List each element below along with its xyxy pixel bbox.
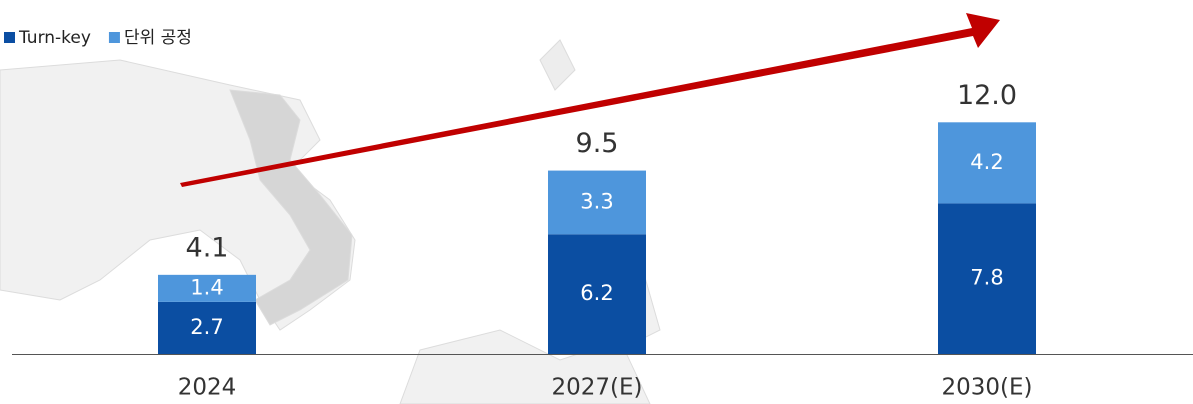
- bar-segment: [158, 301, 256, 354]
- bar-segment: [548, 170, 646, 235]
- value-label: 4.2: [970, 150, 1003, 174]
- legend-label: Turn-key: [18, 28, 91, 48]
- bar-segment: [548, 234, 646, 354]
- total-label: 4.1: [186, 232, 229, 263]
- value-label: 2.7: [190, 315, 223, 339]
- trend-arrow: [180, 13, 1000, 187]
- x-tick-label: 2024: [178, 375, 237, 401]
- bar-segment: [938, 203, 1036, 354]
- legend-swatch: [4, 32, 15, 43]
- value-label: 7.8: [970, 266, 1003, 290]
- total-label: 12.0: [957, 80, 1017, 111]
- value-label: 1.4: [190, 275, 223, 299]
- bar-segment: [158, 274, 256, 302]
- value-label: 6.2: [580, 281, 613, 305]
- bar-segment: [938, 122, 1036, 204]
- legend-label: 단위 공정: [124, 28, 192, 48]
- total-label: 9.5: [576, 128, 619, 159]
- x-tick-label: 2027(E): [551, 375, 642, 401]
- legend-swatch: [108, 32, 120, 43]
- x-tick-label: 2030(E): [941, 375, 1032, 401]
- value-label: 3.3: [580, 189, 613, 213]
